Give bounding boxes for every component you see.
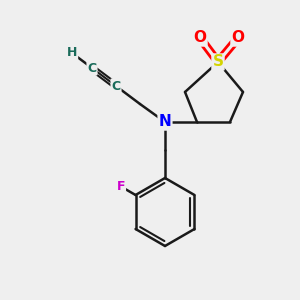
Text: O: O — [232, 31, 244, 46]
Text: C: C — [111, 80, 121, 92]
Text: N: N — [159, 115, 171, 130]
Text: F: F — [117, 180, 125, 193]
Text: H: H — [67, 46, 77, 59]
Text: O: O — [194, 31, 206, 46]
Text: C: C — [87, 61, 97, 74]
Text: S: S — [212, 55, 224, 70]
